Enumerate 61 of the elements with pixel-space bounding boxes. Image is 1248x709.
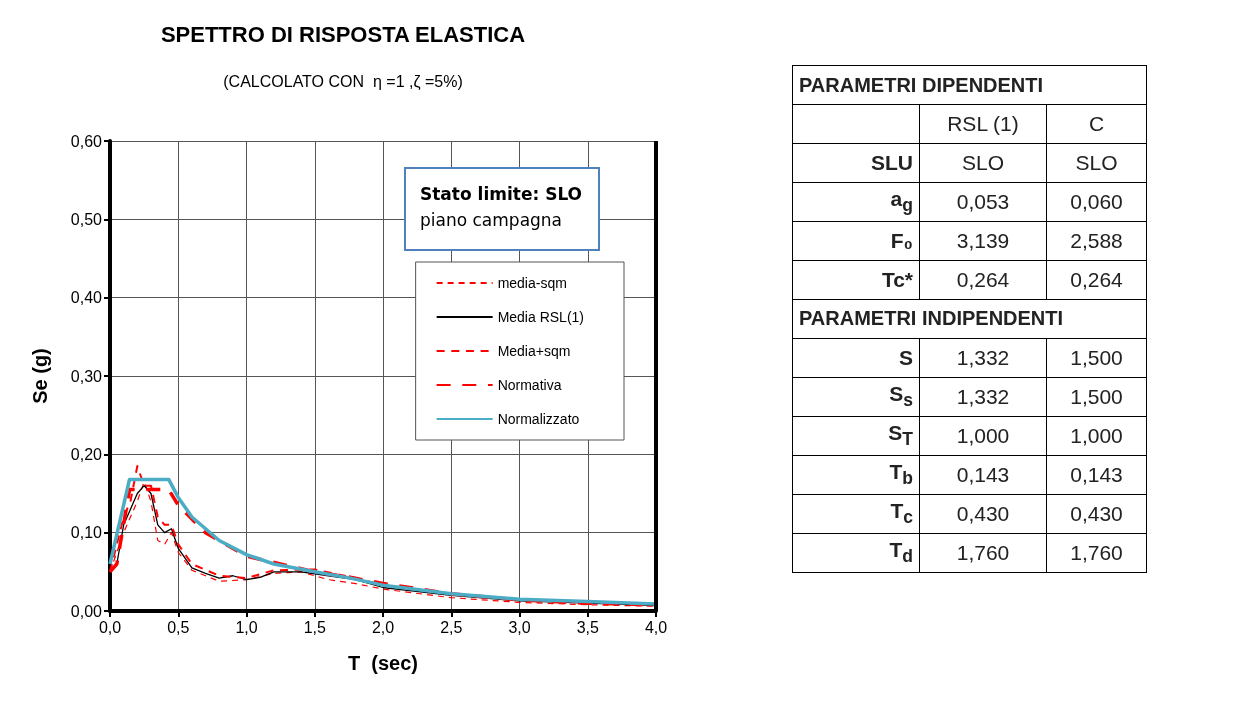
text: 0,143	[919, 455, 1047, 494]
x-axis-title: T (sec)	[347, 652, 419, 674]
y-tick-label: 0,60	[70, 132, 103, 150]
text: F₀	[792, 221, 920, 261]
text: S$_{T}$	[792, 416, 920, 455]
text: 0,430	[919, 494, 1047, 533]
x-tick-label: 2,5	[440, 618, 463, 636]
x-tick-label: 4,0	[644, 618, 668, 636]
text: 0,143	[1046, 455, 1147, 494]
legend-label: Media+sqm	[497, 343, 571, 359]
text: a$_{g}$	[792, 182, 920, 222]
text: 1,760	[919, 533, 1047, 572]
y-tick-label: 0,50	[70, 210, 103, 228]
text: 0,053	[919, 182, 1047, 222]
legend-label: Normativa	[497, 377, 562, 393]
text: 1,500	[1046, 377, 1147, 416]
x-tick-label: 1,5	[303, 618, 326, 636]
chart-subtitle: (CALCOLATO CON η =1 ,ζ =5%)	[223, 72, 463, 91]
text: 1,000	[1046, 416, 1147, 455]
text: 0,264	[919, 260, 1047, 300]
x-tick-label: 0,0	[98, 618, 122, 636]
chart-title: SPETTRO DI RISPOSTA ELASTICA	[160, 21, 526, 47]
x-tick-label: 2,0	[371, 618, 395, 636]
legend-label: Normalizzato	[497, 411, 580, 427]
y-tick-label: 0,10	[70, 524, 103, 542]
text: PARAMETRI INDIPENDENTI	[792, 299, 1147, 338]
legend-label: Media RSL(1)	[497, 309, 585, 325]
y-tick-label: 0,40	[70, 289, 103, 307]
text: 1,332	[919, 338, 1047, 377]
text: 1,332	[919, 377, 1047, 416]
y-tick-label: 0,20	[70, 445, 103, 463]
x-tick-label: 3,5	[576, 618, 599, 636]
legend-label: media-sqm	[497, 275, 567, 291]
text: 1,760	[1046, 533, 1147, 572]
text: S	[792, 338, 920, 377]
text: SLO	[1046, 143, 1147, 183]
text: 0,430	[1046, 494, 1147, 533]
text: T$_{d}$	[792, 533, 920, 572]
text: PARAMETRI DIPENDENTI	[792, 65, 1147, 105]
text: RSL (1)	[919, 104, 1047, 144]
y-tick-label: 0,30	[70, 367, 103, 385]
text: 3,139	[919, 221, 1047, 261]
text: Tc*	[792, 260, 920, 300]
y-tick-label: 0,00	[70, 602, 103, 620]
text: SLO	[919, 143, 1047, 183]
x-tick-label: 0,5	[167, 618, 190, 636]
annotation: Stato limite: SLO	[420, 183, 584, 206]
text: T$_{b}$	[792, 455, 920, 494]
text: T$_{c}$	[792, 494, 920, 533]
text: 1,500	[1046, 338, 1147, 377]
text: 1,000	[919, 416, 1047, 455]
text: 0,060	[1046, 182, 1147, 222]
text: SLU	[792, 143, 920, 183]
x-tick-label: 1,0	[235, 618, 258, 636]
annotation: piano campagna	[420, 209, 564, 232]
text: S$_{s}$	[792, 377, 920, 416]
text: 2,588	[1046, 221, 1147, 261]
x-tick-label: 3,0	[508, 618, 531, 636]
y-axis-title: Se (g)	[29, 348, 51, 404]
text: 0,264	[1046, 260, 1147, 300]
text: C	[1046, 104, 1147, 144]
